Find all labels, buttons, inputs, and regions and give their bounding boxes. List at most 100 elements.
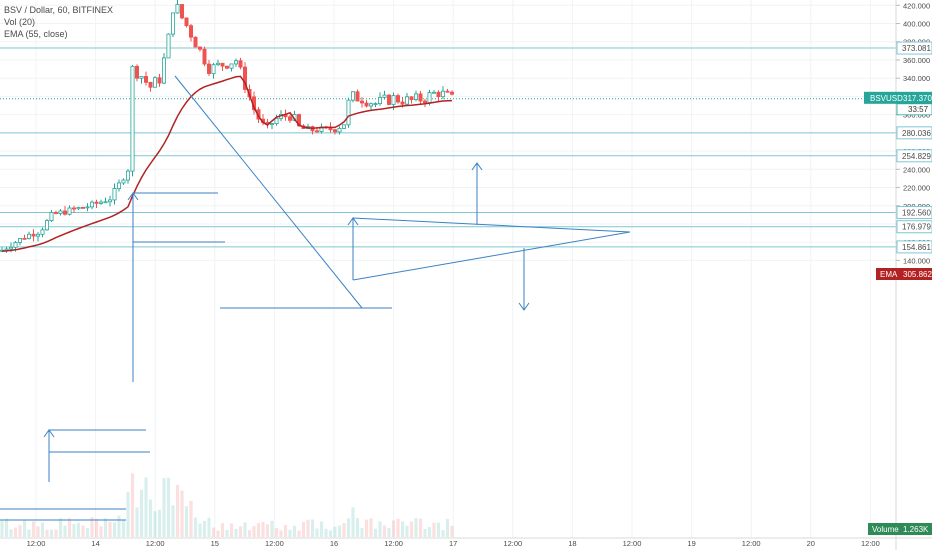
volume-bar	[130, 473, 135, 537]
candle-body	[242, 66, 247, 90]
time-tick-label: 12:00	[27, 539, 46, 548]
volume-bar	[256, 523, 261, 537]
volume-bar	[189, 500, 193, 537]
volume-bar	[202, 520, 207, 537]
candle-body	[121, 179, 126, 184]
volume-bar	[171, 505, 175, 537]
candle-body	[90, 201, 95, 208]
candle-body	[143, 76, 148, 83]
volume-bar	[391, 520, 396, 537]
candle-body	[287, 116, 292, 121]
time-tick-label: 12:00	[146, 539, 165, 548]
volume-bar	[396, 518, 400, 537]
ema-line	[1, 75, 453, 252]
volume-bar	[162, 478, 166, 537]
volume-bar	[319, 521, 324, 537]
trend-drawings	[0, 75, 631, 521]
time-tick-label: 14	[91, 539, 99, 548]
time-tick-label: 15	[211, 539, 219, 548]
candle-body	[63, 210, 68, 215]
level-price-tag	[896, 206, 932, 220]
arrow-head	[347, 217, 359, 226]
level-price-tag	[896, 220, 932, 234]
volume-bar	[139, 489, 144, 537]
volume-bar	[369, 518, 373, 537]
volume-bar	[432, 522, 436, 537]
volume-bar	[283, 524, 288, 537]
candle-body	[413, 93, 418, 100]
candle-body	[13, 242, 18, 248]
volume-bar	[211, 527, 216, 537]
volume-bar	[270, 520, 274, 537]
volume-bar	[193, 517, 198, 537]
volume-bar	[238, 526, 243, 537]
candle-body	[197, 46, 202, 50]
volume-bar	[436, 522, 441, 537]
volume-bar	[72, 523, 76, 537]
volume-bar	[261, 522, 265, 537]
horizontal-levels	[0, 47, 896, 248]
candle-body	[170, 12, 175, 35]
volume-bars	[0, 473, 454, 537]
time-tick-label: 12:00	[384, 539, 403, 548]
volume-bar	[207, 517, 211, 537]
volume-bar	[279, 530, 283, 537]
volume-bar	[157, 509, 162, 537]
candlesticks	[0, 0, 454, 253]
volume-bar	[445, 518, 450, 537]
candle-body	[373, 103, 378, 106]
volume-bar	[184, 506, 189, 537]
candle-body	[382, 94, 387, 98]
ema-tag	[876, 268, 932, 280]
candle-body	[45, 220, 50, 231]
candle-body	[188, 25, 193, 38]
price-tick-label: 340.000	[903, 74, 930, 83]
chart-grid	[0, 0, 896, 538]
level-price-label: 280.036	[902, 129, 931, 138]
candle-body	[67, 207, 72, 215]
volume-value: 1.263K	[903, 525, 929, 534]
arrow-head	[471, 162, 483, 171]
volume-bar	[378, 521, 382, 537]
candle-body	[157, 77, 162, 84]
candle-body	[148, 81, 153, 88]
volume-bar	[225, 529, 229, 537]
candle-body	[72, 207, 77, 210]
candle-body	[233, 60, 238, 65]
candle-body	[26, 233, 31, 239]
symbol-title[interactable]: BSV / Dollar, 60, BITFINEX	[4, 5, 114, 15]
volume-bar	[306, 519, 310, 537]
volume-bar	[441, 530, 445, 537]
volume-bar	[333, 526, 337, 537]
volume-bar	[45, 529, 49, 537]
volume-bar	[90, 517, 94, 537]
volume-bar	[216, 530, 220, 537]
volume-bar	[243, 522, 247, 537]
chart-legend: BSV / Dollar, 60, BITFINEX Vol (20) EMA …	[4, 4, 113, 40]
candle-body	[274, 117, 279, 125]
level-price-label: 373.081	[902, 44, 931, 53]
volume-bar	[409, 521, 414, 537]
volume-bar	[310, 519, 315, 537]
candle-body	[332, 129, 337, 133]
ema-indicator-label[interactable]: EMA (55, close)	[4, 29, 68, 39]
candle-body	[152, 77, 157, 88]
volume-bar	[18, 525, 22, 537]
candle-body	[211, 64, 216, 74]
candle-body	[99, 201, 104, 204]
candle-body	[377, 97, 382, 105]
candle-body	[193, 36, 198, 48]
volume-bar	[31, 521, 36, 537]
volume-indicator-label[interactable]: Vol (20)	[4, 17, 36, 27]
time-axis[interactable]: 12:00 14 12:00 15 12:00 16 12:00 17 12:00 18 12:00…	[27, 539, 880, 548]
volume-bar	[99, 526, 103, 537]
price-tags: 373.081 280.036 254.829 192.560 176.979 154.8…	[864, 41, 932, 535]
volume-bar	[423, 529, 427, 537]
volume-bar	[360, 527, 364, 537]
symbol-tag-label: BSVUSD	[870, 94, 903, 103]
candle-body	[108, 199, 113, 203]
volume-bar	[274, 528, 279, 537]
volume-bar	[108, 521, 112, 537]
countdown-tag	[896, 103, 932, 116]
